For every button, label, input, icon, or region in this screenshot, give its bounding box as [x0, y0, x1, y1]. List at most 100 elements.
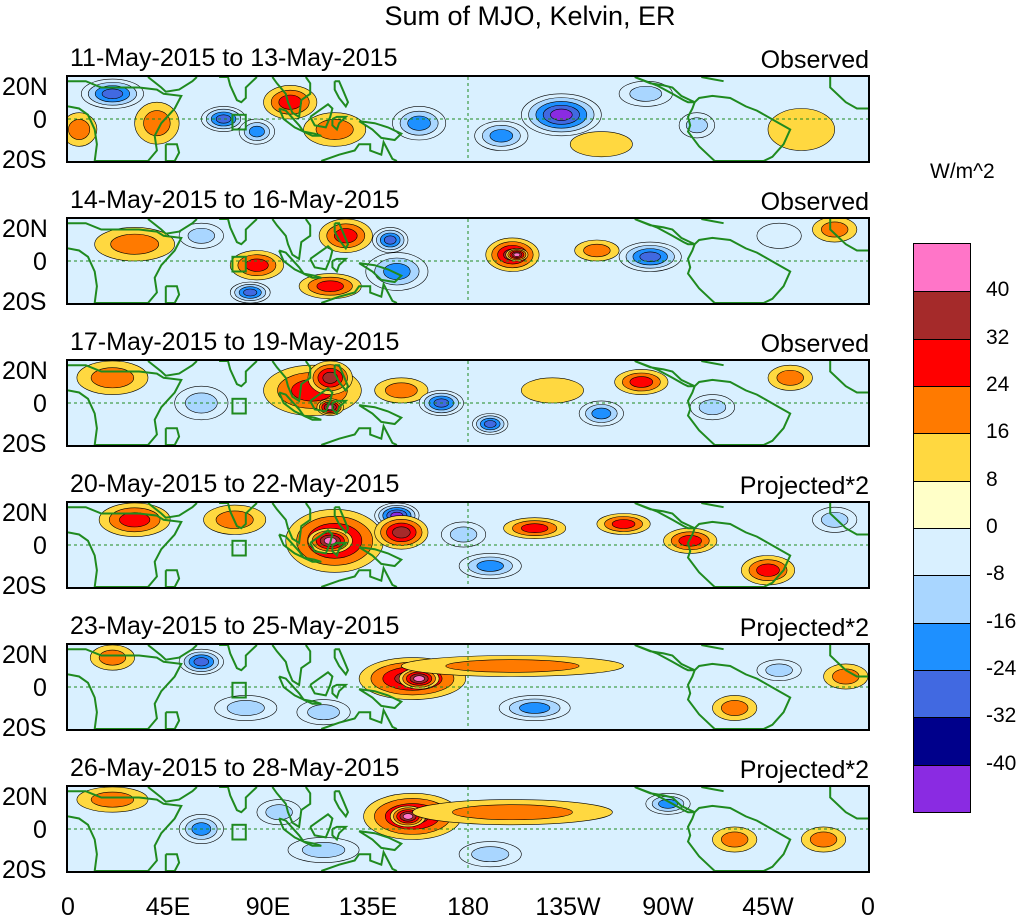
- longitude-tick-label: 0: [61, 893, 75, 921]
- colorbar-box: [914, 670, 970, 718]
- coastline: [303, 130, 322, 137]
- panel-status: Observed: [760, 46, 869, 74]
- anomaly-contour: [821, 221, 849, 238]
- panel-date-range: 14-May-2015 to 16-May-2015: [70, 186, 400, 214]
- coastline: [147, 787, 198, 803]
- colorbar-level-label: 16: [986, 420, 1010, 444]
- anomaly-contour: [316, 280, 344, 292]
- colorbar-box: [914, 244, 970, 292]
- colorbar-box: [914, 291, 970, 339]
- latitude-label: 0: [33, 390, 47, 418]
- coastline: [164, 143, 181, 161]
- reference-box: [231, 681, 247, 699]
- map-frame: [66, 217, 870, 305]
- coastline: [271, 219, 312, 261]
- coastline: [219, 219, 258, 246]
- coastline: [303, 556, 322, 563]
- coastline: [164, 285, 181, 303]
- reference-box: [231, 113, 247, 131]
- latitude-label: 20N: [2, 357, 48, 385]
- anomaly-contour: [315, 119, 354, 140]
- coastline: [68, 80, 183, 161]
- coastline: [309, 813, 334, 839]
- anomaly-contour: [90, 367, 135, 389]
- coastline: [333, 790, 350, 819]
- anomaly-contour: [98, 649, 127, 666]
- coastline: [219, 645, 258, 672]
- anomaly-contour: [187, 227, 215, 244]
- coastline: [68, 506, 183, 587]
- anomaly-map: [68, 787, 868, 871]
- anomaly-contour: [821, 511, 849, 528]
- latitude-label: 20S: [2, 146, 47, 174]
- anomaly-contour: [243, 288, 258, 297]
- anomaly-map: [68, 645, 868, 729]
- coastline: [320, 565, 398, 587]
- coastline: [164, 711, 181, 729]
- anomaly-contour: [68, 119, 91, 140]
- coastline: [278, 817, 307, 845]
- anomaly-contour: [402, 813, 414, 820]
- coastline: [358, 830, 404, 852]
- colorbar-box: [914, 480, 970, 528]
- colorbar-level-label: 0: [986, 515, 998, 538]
- panel-date-range: 11-May-2015 to 13-May-2015: [70, 44, 398, 72]
- latitude-label: 20S: [2, 430, 47, 458]
- anomaly-contour: [449, 526, 478, 543]
- latitude-label: 20N: [2, 499, 48, 527]
- coastline: [358, 262, 404, 284]
- colorbar-level-label: -16: [986, 609, 1017, 633]
- coastline: [309, 387, 334, 413]
- anomaly-contour: [248, 125, 265, 138]
- coastline: [147, 77, 198, 93]
- coastline: [68, 648, 183, 729]
- chart-title: Sum of MJO, Kelvin, ER: [384, 1, 676, 31]
- anomaly-contour: [307, 704, 340, 721]
- colorbar-box: [914, 386, 970, 434]
- coastline: [333, 364, 350, 393]
- coastline: [701, 219, 724, 225]
- anomaly-contour: [413, 675, 425, 682]
- coastline: [147, 645, 198, 661]
- coastline: [271, 77, 312, 119]
- longitude-tick-label: 135E: [338, 893, 398, 921]
- anomaly-contour: [334, 228, 358, 244]
- map-panel: 14-May-2015 to 16-May-2015 Observed 20N 0 20…: [0, 186, 1021, 328]
- anomaly-contour: [407, 115, 431, 131]
- anomaly-map: [68, 361, 868, 445]
- coastline: [331, 257, 349, 274]
- panel-status: Projected*2: [739, 756, 869, 784]
- longitude-tick-label: 180: [447, 893, 489, 921]
- latitude-label: 0: [33, 248, 47, 276]
- colorbar-level-label: -24: [986, 657, 1017, 680]
- anomaly-contour: [685, 117, 708, 134]
- map-panel: 11-May-2015 to 13-May-2015 Observed 20N 0 20…: [0, 44, 1021, 186]
- reference-box: [231, 539, 247, 557]
- longitude-tick-label: 90E: [245, 893, 291, 921]
- map-panel: 20-May-2015 to 22-May-2015 Projected*2 20N…: [0, 470, 1021, 612]
- latitude-label: 20N: [2, 73, 48, 101]
- coastline: [147, 503, 198, 519]
- anomaly-contour: [658, 798, 678, 809]
- panel-date-range: 17-May-2015 to 19-May-2015: [70, 328, 400, 356]
- anomaly-contour: [392, 526, 411, 539]
- anomaly-contour: [489, 129, 514, 143]
- coastline: [331, 683, 349, 700]
- anomaly-contour: [776, 369, 804, 386]
- anomaly-contour: [639, 251, 661, 262]
- anomaly-contour: [383, 263, 411, 280]
- coastline: [309, 245, 334, 271]
- coastline: [309, 529, 334, 555]
- anomaly-contour: [756, 222, 802, 249]
- anomaly-contour: [765, 663, 793, 677]
- coastline: [331, 399, 349, 416]
- anomaly-contour: [809, 831, 838, 848]
- coastline: [331, 541, 349, 558]
- coastline: [147, 361, 198, 377]
- coastline: [701, 645, 724, 651]
- coastline: [634, 787, 696, 814]
- anomaly-contour: [591, 407, 612, 420]
- coastline: [219, 787, 258, 814]
- colorbar-box: [914, 575, 970, 623]
- coastline: [358, 120, 404, 142]
